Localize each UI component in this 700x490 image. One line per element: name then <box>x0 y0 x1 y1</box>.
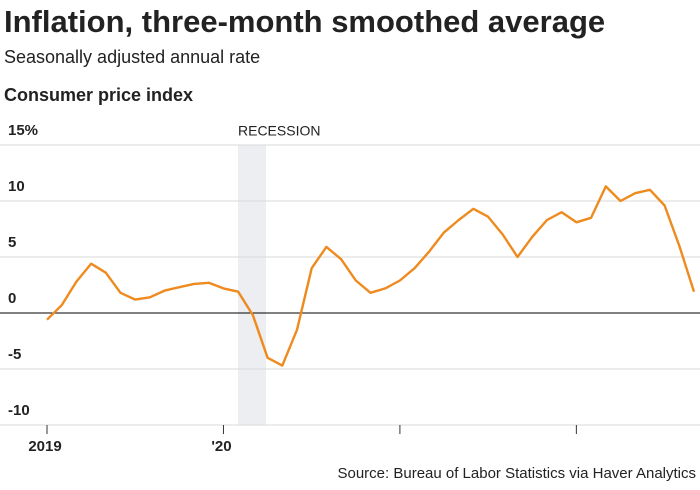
line <box>46 185 696 367</box>
source: Source: Bureau of Labor Statistics via H… <box>337 465 696 482</box>
annotation: RECESSION <box>238 123 320 139</box>
y-tick-label: 10 <box>8 178 25 195</box>
y-tick-label: 5 <box>8 234 16 251</box>
x-tick-label: 2019 <box>28 438 61 455</box>
title: Inflation, three-month smoothed average <box>4 4 605 39</box>
subtitle: Seasonally adjusted annual rate <box>4 47 260 67</box>
y-tick-label: -10 <box>8 402 30 419</box>
y-tick-label: -5 <box>8 346 21 363</box>
y-tick-label: 0 <box>8 290 16 307</box>
y-tick-label: 15% <box>8 122 38 139</box>
recession-band <box>238 145 266 425</box>
x-tick-label: '20 <box>211 438 231 455</box>
chart-title: Consumer price index <box>4 85 193 105</box>
